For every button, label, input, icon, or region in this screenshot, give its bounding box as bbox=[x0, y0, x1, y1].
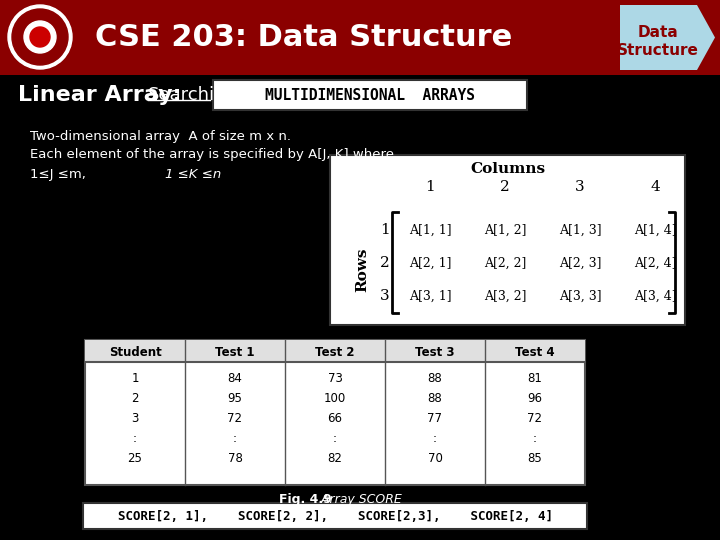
Text: Data: Data bbox=[638, 25, 678, 40]
Text: 1: 1 bbox=[380, 223, 390, 237]
Text: 100: 100 bbox=[324, 392, 346, 404]
FancyBboxPatch shape bbox=[330, 155, 685, 325]
Text: 2: 2 bbox=[131, 392, 139, 404]
Text: :: : bbox=[233, 431, 237, 444]
Text: A[1, 3]: A[1, 3] bbox=[559, 224, 601, 237]
Text: 77: 77 bbox=[428, 411, 443, 424]
Text: A[2, 2]: A[2, 2] bbox=[484, 256, 526, 269]
Text: 2: 2 bbox=[500, 180, 510, 194]
Text: 70: 70 bbox=[428, 451, 442, 464]
Text: Test 2: Test 2 bbox=[315, 346, 355, 359]
Text: :: : bbox=[533, 431, 537, 444]
Text: 85: 85 bbox=[528, 451, 542, 464]
Text: Student: Student bbox=[109, 346, 161, 359]
Text: A[1, 2]: A[1, 2] bbox=[484, 224, 526, 237]
Text: Each element of the array is specified by A[J, K] where: Each element of the array is specified b… bbox=[30, 148, 394, 161]
Text: 25: 25 bbox=[127, 451, 143, 464]
Text: SCORE[2, 1],    SCORE[2, 2],    SCORE[2,3],    SCORE[2, 4]: SCORE[2, 1], SCORE[2, 2], SCORE[2,3], SC… bbox=[117, 510, 552, 523]
Text: 84: 84 bbox=[228, 372, 243, 384]
Text: 3: 3 bbox=[131, 411, 139, 424]
FancyBboxPatch shape bbox=[85, 340, 585, 362]
Text: Searching: Searching bbox=[148, 86, 238, 104]
Text: MULTIDIMENSIONAL  ARRAYS: MULTIDIMENSIONAL ARRAYS bbox=[265, 87, 475, 103]
Text: :: : bbox=[133, 431, 137, 444]
Text: 1≤J ≤m,: 1≤J ≤m, bbox=[30, 168, 86, 181]
Circle shape bbox=[12, 9, 68, 65]
Text: 3: 3 bbox=[380, 289, 390, 303]
Text: 1: 1 bbox=[131, 372, 139, 384]
Text: Two-dimensional array  A of size m x n.: Two-dimensional array A of size m x n. bbox=[30, 130, 291, 143]
Text: 95: 95 bbox=[228, 392, 243, 404]
Text: A[2, 4]: A[2, 4] bbox=[634, 256, 676, 269]
Circle shape bbox=[30, 27, 50, 47]
Text: Structure: Structure bbox=[617, 43, 699, 58]
Text: Test 1: Test 1 bbox=[215, 346, 255, 359]
Text: A[1, 1]: A[1, 1] bbox=[409, 224, 451, 237]
Text: Test 4: Test 4 bbox=[516, 346, 555, 359]
Text: A[1, 4]: A[1, 4] bbox=[634, 224, 676, 237]
Circle shape bbox=[24, 21, 56, 53]
Polygon shape bbox=[620, 5, 715, 70]
Text: Columns: Columns bbox=[470, 162, 545, 176]
Text: Fig. 4.9: Fig. 4.9 bbox=[279, 494, 331, 507]
Text: 66: 66 bbox=[328, 411, 343, 424]
Text: A[3, 4]: A[3, 4] bbox=[634, 289, 676, 302]
Text: 1: 1 bbox=[425, 180, 435, 194]
FancyBboxPatch shape bbox=[83, 503, 587, 529]
Text: Linear Array:: Linear Array: bbox=[18, 85, 181, 105]
FancyBboxPatch shape bbox=[85, 340, 585, 485]
Text: 88: 88 bbox=[428, 392, 442, 404]
Text: :: : bbox=[333, 431, 337, 444]
Text: 72: 72 bbox=[528, 411, 542, 424]
Text: A[2, 1]: A[2, 1] bbox=[409, 256, 451, 269]
Text: 81: 81 bbox=[528, 372, 542, 384]
Text: Test 3: Test 3 bbox=[415, 346, 455, 359]
Text: 1 ≤K ≤n: 1 ≤K ≤n bbox=[165, 168, 221, 181]
Text: 82: 82 bbox=[328, 451, 343, 464]
FancyBboxPatch shape bbox=[213, 80, 527, 110]
Text: A[3, 3]: A[3, 3] bbox=[559, 289, 601, 302]
Text: 73: 73 bbox=[328, 372, 343, 384]
Text: A[3, 2]: A[3, 2] bbox=[484, 289, 526, 302]
Text: 2: 2 bbox=[380, 256, 390, 270]
Text: Array SCORE: Array SCORE bbox=[309, 494, 401, 507]
Text: 78: 78 bbox=[228, 451, 243, 464]
Text: A[2, 3]: A[2, 3] bbox=[559, 256, 601, 269]
Text: :: : bbox=[433, 431, 437, 444]
Text: Rows: Rows bbox=[355, 248, 369, 292]
Text: CSE 203: Data Structure: CSE 203: Data Structure bbox=[95, 24, 512, 52]
Text: 4: 4 bbox=[650, 180, 660, 194]
Circle shape bbox=[8, 5, 72, 69]
Text: 3: 3 bbox=[575, 180, 585, 194]
Text: 88: 88 bbox=[428, 372, 442, 384]
Text: A[3, 1]: A[3, 1] bbox=[409, 289, 451, 302]
Text: 96: 96 bbox=[528, 392, 542, 404]
Text: 72: 72 bbox=[228, 411, 243, 424]
FancyBboxPatch shape bbox=[0, 0, 720, 75]
